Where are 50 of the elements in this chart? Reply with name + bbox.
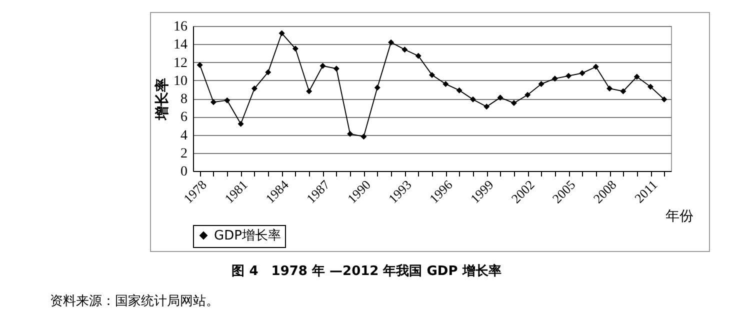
point (606, 86, 613, 92)
point (210, 99, 216, 106)
point (592, 64, 599, 70)
y-tick-label: 2 (180, 146, 188, 162)
y-tick-label: 8 (180, 92, 188, 107)
x-axis-title: 年份 (666, 208, 694, 224)
y-tick-label: 0 (180, 164, 188, 180)
point (238, 120, 244, 127)
point (415, 52, 422, 59)
point (278, 30, 285, 36)
y-tick-label: 10 (174, 74, 188, 89)
point (196, 62, 203, 68)
point (484, 104, 490, 110)
x-tick-label: 1981 (222, 177, 250, 206)
point (661, 96, 668, 102)
y-tick-label: 6 (180, 110, 188, 126)
point (388, 39, 394, 46)
point (538, 81, 544, 87)
point (552, 76, 558, 82)
point (292, 46, 298, 52)
y-axis-title: 增长率 (154, 78, 170, 121)
point (524, 92, 531, 98)
point (347, 130, 354, 137)
point (224, 97, 230, 104)
y-tick-label: 16 (174, 20, 188, 34)
legend-label: GDP增长率 (214, 228, 281, 244)
point (251, 86, 258, 92)
y-tick-label: 12 (174, 56, 188, 71)
point (374, 84, 380, 91)
point (442, 81, 449, 87)
point (634, 74, 640, 80)
point (360, 134, 367, 140)
point (265, 69, 272, 76)
point (456, 87, 462, 94)
point (429, 72, 435, 78)
point (566, 72, 572, 79)
point (320, 62, 326, 69)
point (470, 96, 476, 102)
point (333, 66, 340, 72)
point (579, 70, 586, 76)
point (497, 94, 504, 101)
y-tick-label: 4 (180, 128, 188, 144)
point (620, 88, 626, 94)
text: 资料来源：国家统计局网站。 (50, 293, 219, 310)
point (402, 46, 408, 53)
point (510, 100, 517, 106)
point (648, 84, 654, 90)
point (306, 88, 312, 94)
y-tick-label: 14 (174, 38, 188, 53)
text: 图 4 1978 年 —2012 年我国 GDP 增长率 (230, 262, 502, 280)
